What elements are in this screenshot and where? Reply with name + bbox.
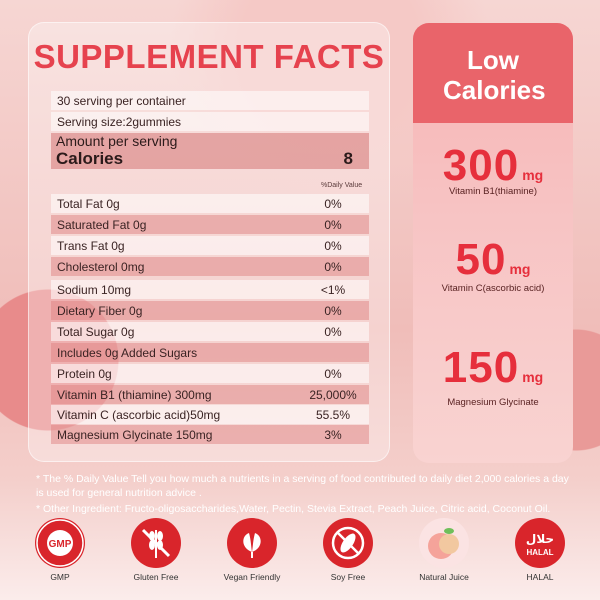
nutrient-value: 3%	[324, 427, 342, 442]
highlight-amount: 300 mg	[442, 141, 544, 190]
nutrient-value: 0%	[324, 196, 342, 211]
nutrient-value: 0%	[324, 217, 342, 232]
badge-label: Vegan Friendly	[223, 572, 281, 582]
nutrient-label: Total Fat 0g	[57, 196, 120, 211]
soy-free-icon	[323, 518, 373, 568]
nutrient-row: Vitamin B1 (thiamine) 300mg 25,000%	[51, 385, 369, 404]
highlight-name: Vitamin C(ascorbic acid)	[441, 283, 545, 294]
halal-seal-text: HALAL	[526, 548, 553, 557]
peach-icon	[419, 518, 469, 568]
gmp-seal-icon: GMP	[35, 518, 85, 568]
nutrient-label: Magnesium Glycinate 150mg	[57, 427, 213, 442]
nutrient-value: 0%	[324, 366, 342, 381]
nutrient-label: Total Sugar 0g	[57, 324, 135, 339]
serving-size: Serving size:2gummies	[57, 114, 182, 129]
nutrient-label: Cholesterol 0mg	[57, 259, 145, 274]
nutrient-row: Dietary Fiber 0g 0%	[51, 301, 369, 320]
nutrient-row: Total Sugar 0g 0%	[51, 322, 369, 341]
nutrient-row: Protein 0g 0%	[51, 364, 369, 383]
nutrient-label: Dietary Fiber 0g	[57, 303, 143, 318]
badge-natural-juice: Natural Juice	[404, 518, 484, 582]
daily-value-note: * The % Daily Value Tell you how much a …	[36, 473, 569, 499]
calories-label: Calories	[56, 149, 124, 168]
halal-icon: حلال HALAL	[515, 518, 565, 568]
nutrient-row: Cholesterol 0mg 0%	[51, 257, 369, 276]
certification-badges: GMP GMP Gluten Free Vegan F	[20, 518, 580, 598]
badge-label: Natural Juice	[419, 572, 469, 582]
highlight-amount: 50 mg	[455, 235, 531, 284]
nutrient-label: Sodium 10mg	[57, 282, 132, 297]
highlights-card: Low Calories 300 mg Vitamin B1(thiamine) …	[413, 23, 573, 463]
nutrient-value: 0%	[324, 324, 342, 339]
servings-per-container: 30 serving per container	[57, 93, 186, 108]
nutrient-label: Trans Fat 0g	[57, 238, 125, 253]
servings-per-container-row: 30 serving per container	[51, 91, 369, 110]
vegan-leaf-icon	[227, 518, 277, 568]
nutrient-value: 0%	[324, 238, 342, 253]
nutrient-row: Sodium 10mg <1%	[51, 280, 369, 299]
badge-label: HALAL	[526, 572, 554, 582]
calories-value: 8	[343, 149, 353, 168]
nutrient-row: Magnesium Glycinate 150mg 3%	[51, 425, 369, 444]
badge-gmp: GMP GMP	[20, 518, 100, 582]
badge-gluten-free: Gluten Free	[116, 518, 196, 582]
nutrient-row: Saturated Fat 0g 0%	[51, 215, 369, 234]
halal-arabic-text: حلال	[526, 532, 554, 546]
gmp-seal-text: GMP	[49, 539, 72, 550]
nutrient-label: Includes 0g Added Sugars	[57, 345, 198, 360]
nutrient-value: 55.5%	[315, 407, 351, 422]
nutrient-label: Vitamin B1 (thiamine) 300mg	[57, 387, 212, 402]
highlight-amount: 150 mg	[442, 343, 544, 392]
highlight-name: Vitamin B1(thiamine)	[448, 186, 537, 197]
nutrient-value: 0%	[324, 259, 342, 274]
daily-value-header: %Daily Value	[321, 182, 363, 189]
amount-per-serving-label: Amount per serving	[56, 133, 178, 149]
nutrient-row: Vitamin C (ascorbic acid)50mg 55.5%	[51, 405, 369, 424]
nutrient-row: Trans Fat 0g 0%	[51, 236, 369, 255]
gluten-free-icon	[131, 518, 181, 568]
footnotes: * The % Daily Value Tell you how much a …	[36, 472, 576, 518]
badge-halal: حلال HALAL HALAL	[500, 518, 580, 582]
highlight-name: Magnesium Glycinate	[447, 397, 539, 408]
nutrient-row: Total Fat 0g 0%	[51, 194, 369, 213]
badge-label: Gluten Free	[133, 572, 179, 582]
serving-size-row: Serving size:2gummies	[51, 112, 369, 131]
nutrient-label: Saturated Fat 0g	[57, 217, 147, 232]
amount-per-serving-block: Amount per serving Calories 8	[51, 133, 369, 169]
badge-label: Soy Free	[330, 572, 366, 582]
nutrient-value: <1%	[320, 282, 346, 297]
badge-soy-free: Soy Free	[308, 518, 388, 582]
badge-vegan: Vegan Friendly	[212, 518, 292, 582]
nutrient-value: 0%	[324, 303, 342, 318]
supplement-facts-title: SUPPLEMENT FACTS	[33, 38, 385, 75]
other-ingredients-note: * Other Ingredient: Fructo-oligosacchari…	[36, 503, 551, 515]
nutrient-label: Protein 0g	[57, 366, 112, 381]
badge-label: GMP	[50, 572, 70, 582]
nutrient-row: Includes 0g Added Sugars	[51, 343, 369, 362]
low-calories-heading: Low Calories	[413, 23, 573, 123]
nutrient-value: 25,000%	[309, 387, 357, 402]
nutrient-label: Vitamin C (ascorbic acid)50mg	[57, 407, 221, 422]
